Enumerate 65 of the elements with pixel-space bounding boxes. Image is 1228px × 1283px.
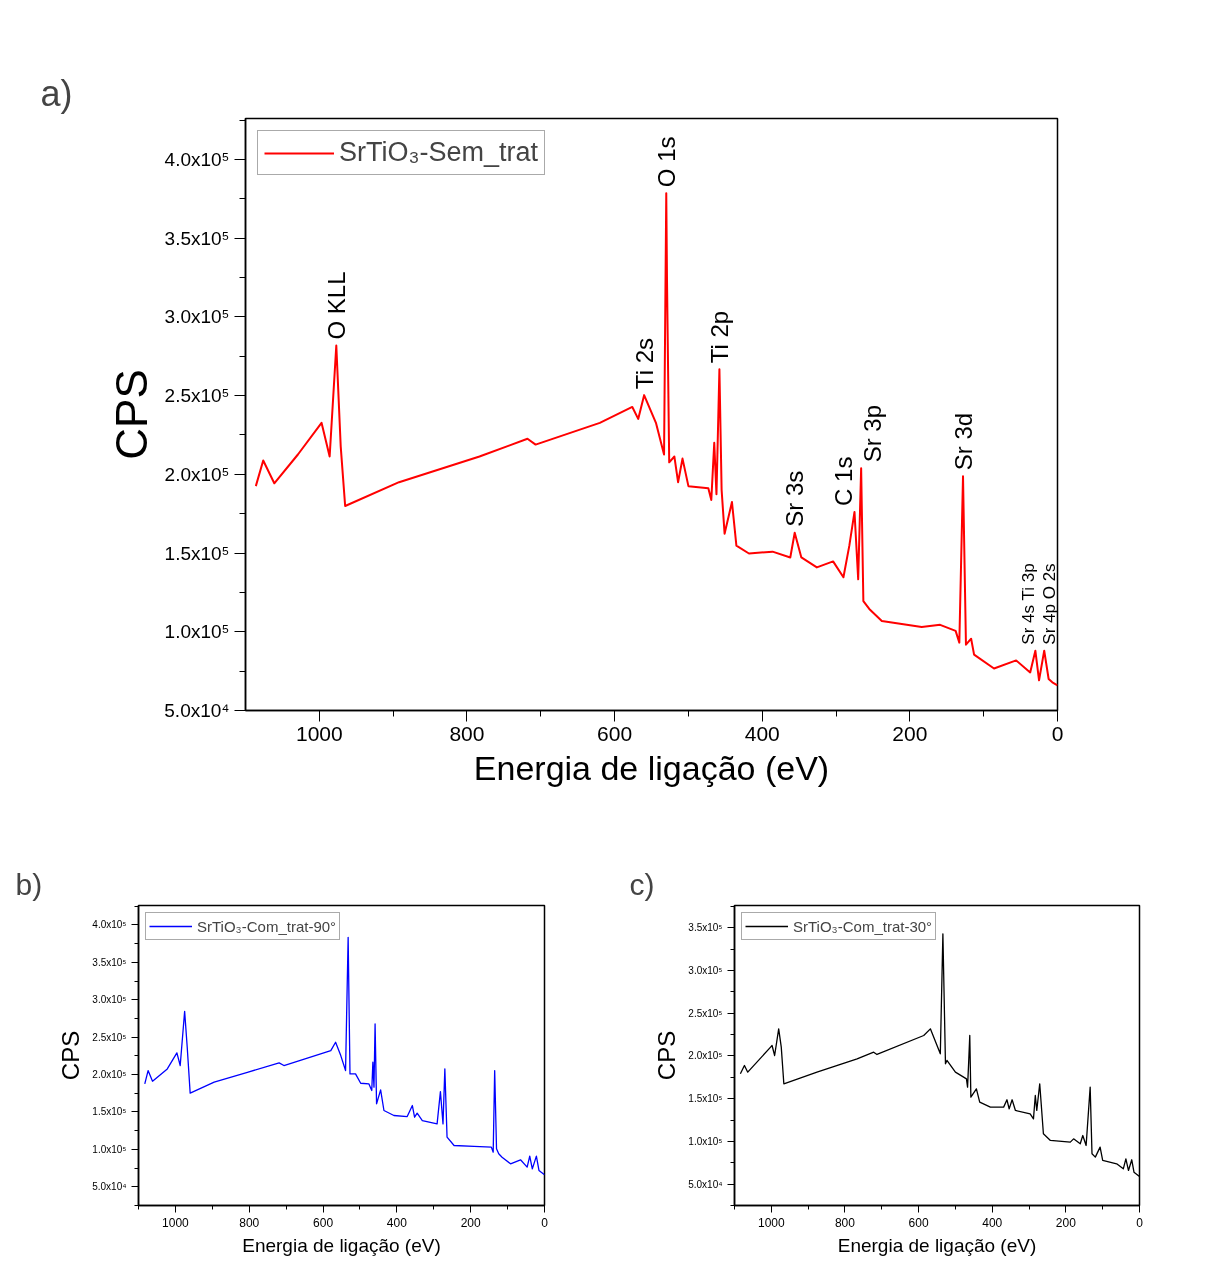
line-series — [254, 192, 1058, 687]
y-tick-label: 5.0x10⁴ — [92, 1181, 127, 1193]
x-tick-label: 1000 — [757, 1215, 785, 1230]
x-tick-label: 600 — [908, 1215, 929, 1230]
y-tick-label: 3.0x10⁵ — [92, 994, 127, 1006]
y-tick-label: 3.0x10⁵ — [688, 964, 723, 976]
x-axis-title: Energia de ligação (eV) — [242, 1234, 441, 1256]
annotation: Ti 2p — [705, 310, 733, 364]
annotation: Sr 3p — [858, 404, 886, 463]
y-tick-label: 1.0x10⁵ — [164, 621, 230, 643]
y-tick-label: 5.0x10⁴ — [688, 1178, 723, 1190]
y-tick-label: 3.5x10⁵ — [164, 227, 230, 249]
x-tick-label: 800 — [239, 1215, 260, 1230]
y-tick-label: 5.0x10⁴ — [164, 700, 230, 721]
x-axis-title: Energia de ligação (eV) — [837, 1234, 1037, 1256]
line-series — [144, 936, 545, 1176]
x-tick-label: 800 — [834, 1215, 856, 1230]
annotation: Sr 4s Ti 3p — [1019, 563, 1039, 645]
y-tick-label: 3.0x10⁵ — [164, 306, 230, 328]
y-tick-label: 2.5x10⁵ — [92, 1031, 127, 1043]
y-tick-label: 2.0x10⁵ — [688, 1050, 723, 1062]
y-tick-label: 2.0x10⁵ — [92, 1069, 127, 1081]
y-axis-title: CPS — [57, 1030, 85, 1081]
annotation: O KLL — [322, 271, 350, 340]
annotation: Sr 4p O 2s — [1039, 563, 1059, 645]
x-tick-label: 600 — [313, 1215, 334, 1230]
legend-label: SrTiO₃-Com_trat-90° — [197, 917, 337, 935]
x-tick-label: 400 — [982, 1215, 1003, 1230]
x-tick-label: 400 — [744, 721, 780, 745]
y-tick-label: 4.0x10⁵ — [164, 148, 230, 170]
legend-label: SrTiO₃-Com_trat-30° — [793, 917, 933, 935]
annotation: O 1s — [652, 136, 680, 188]
x-tick-label: 1000 — [162, 1215, 190, 1230]
chart-title: b) — [15, 867, 43, 901]
y-axis-title: CPS — [107, 369, 157, 460]
y-axis-title: CPS — [653, 1030, 681, 1081]
y-tick-label: 4.0x10⁵ — [92, 919, 127, 931]
chart-title: a) — [40, 72, 73, 114]
x-tick-label: 200 — [892, 721, 928, 745]
x-tick-label: 0 — [541, 1215, 549, 1230]
y-tick-label: 1.5x10⁵ — [164, 542, 230, 564]
y-tick-label: 2.5x10⁵ — [688, 1007, 723, 1019]
annotation: Sr 3d — [949, 412, 977, 471]
y-tick-label: 2.0x10⁵ — [164, 463, 230, 485]
y-tick-label: 3.5x10⁵ — [92, 956, 127, 968]
y-tick-label: 3.5x10⁵ — [688, 922, 723, 934]
annotation: C 1s — [829, 456, 857, 506]
y-tick-label: 1.5x10⁵ — [92, 1106, 127, 1118]
y-tick-label: 1.0x10⁵ — [688, 1135, 723, 1147]
y-tick-label: 1.0x10⁵ — [92, 1143, 127, 1155]
x-tick-label: 1000 — [295, 721, 343, 745]
y-tick-label: 1.5x10⁵ — [688, 1093, 723, 1105]
x-tick-label: 0 — [1136, 1215, 1144, 1230]
y-tick-label: 2.5x10⁵ — [164, 385, 230, 407]
x-tick-label: 200 — [1055, 1215, 1077, 1230]
x-tick-label: 400 — [386, 1215, 408, 1230]
annotation: Sr 3s — [781, 470, 809, 527]
x-axis-title: Energia de ligação (eV) — [473, 748, 830, 787]
x-tick-label: 200 — [460, 1215, 482, 1230]
x-tick-label: 0 — [1051, 721, 1064, 745]
x-tick-label: 800 — [449, 721, 485, 745]
x-tick-label: 600 — [597, 721, 633, 745]
chart-title: c) — [629, 867, 655, 901]
annotation: Ti 2s — [630, 338, 658, 390]
legend-label: SrTiO₃-Sem_trat — [339, 137, 539, 168]
